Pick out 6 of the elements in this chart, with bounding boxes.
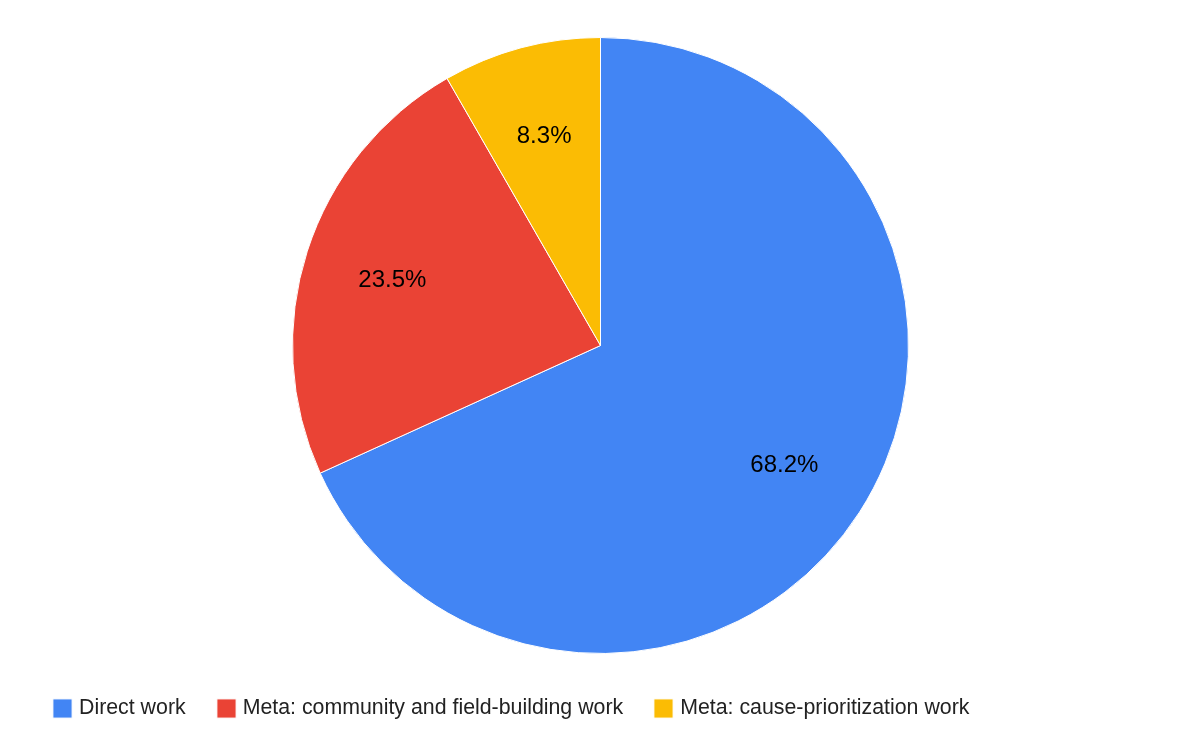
- legend-label: Direct work: [79, 695, 186, 720]
- legend-label: Meta: cause-prioritization work: [680, 695, 970, 720]
- data-label: 68.2%: [750, 450, 819, 478]
- data-label: 23.5%: [358, 265, 427, 293]
- legend-label: Meta: community and field-building work: [242, 695, 624, 720]
- data-label: 8.3%: [516, 120, 572, 148]
